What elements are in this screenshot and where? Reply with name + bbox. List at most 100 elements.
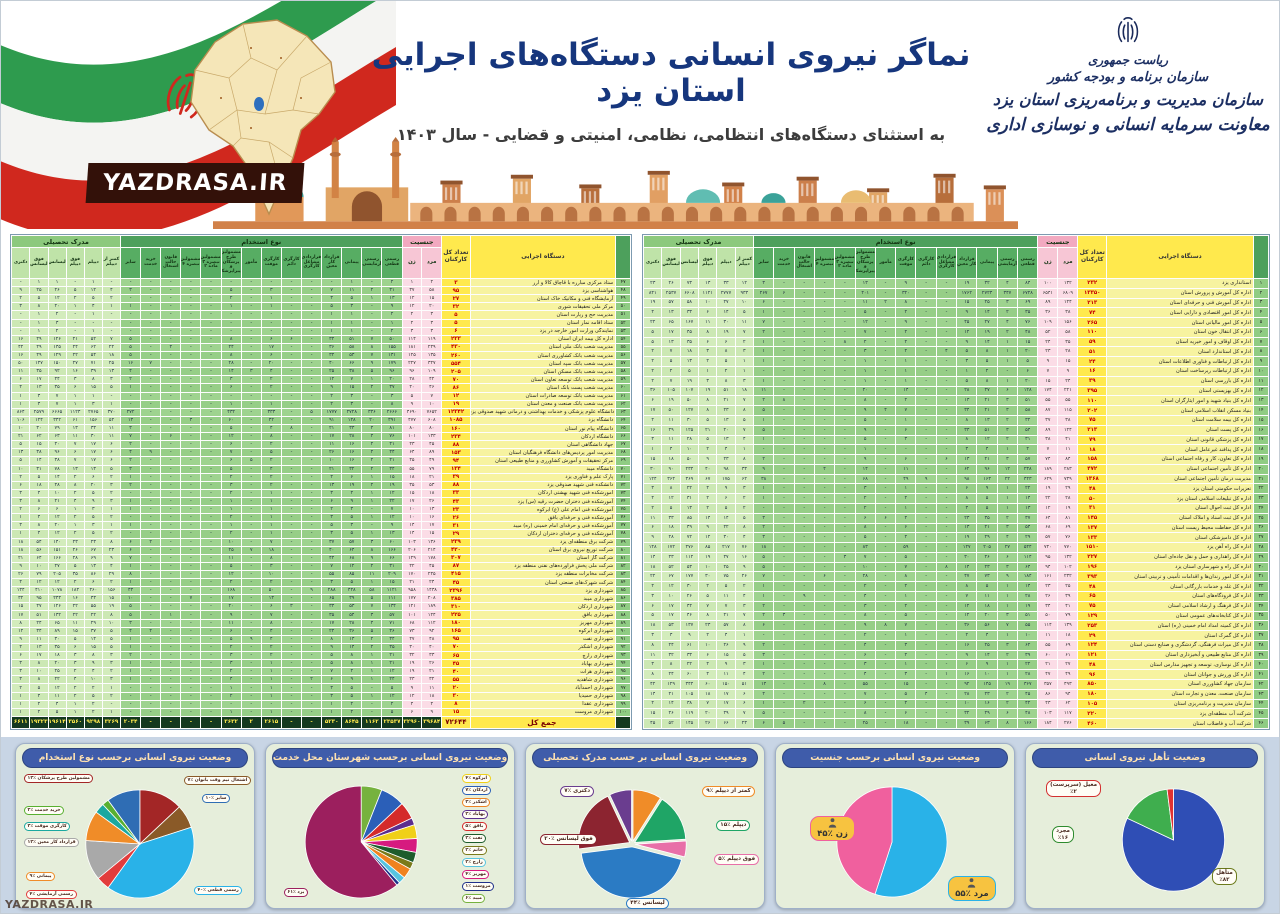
cell: - <box>915 620 937 632</box>
cell: ۵ <box>679 366 700 377</box>
agency-name: مدیریت شعب بانک صنعت و معدن استان <box>469 399 617 409</box>
cell: - <box>180 367 202 377</box>
cell: - <box>834 424 856 436</box>
cell: ۴ <box>10 383 31 393</box>
cell: ۳۳ <box>716 278 736 289</box>
cell: - <box>140 472 162 482</box>
cell: ۱۱ <box>734 317 754 328</box>
cell: - <box>220 318 242 328</box>
cell: ۲ <box>752 669 775 681</box>
cell: - <box>300 415 323 425</box>
agency-name: مدیریت شعب بانک ملی استان <box>469 342 617 352</box>
cell: - <box>300 448 323 458</box>
row-number: ۱۳ <box>1253 395 1269 407</box>
col-header: زن <box>401 247 423 279</box>
cell: - <box>813 532 836 544</box>
cell: ۳۲ <box>956 708 978 720</box>
cell: ۶ <box>101 440 122 450</box>
cell: - <box>180 294 202 304</box>
cell: ۲۴ <box>1037 336 1059 348</box>
cell: ۱۳ <box>976 414 998 426</box>
cell: ۳۵۶۰ <box>65 715 85 730</box>
cell: ۱ <box>120 667 142 677</box>
col-header: لیسانس <box>679 247 700 279</box>
cell: ۱ <box>10 707 31 717</box>
cell: ۵۰ <box>661 405 681 416</box>
cell: - <box>200 480 222 490</box>
cell: - <box>120 294 142 304</box>
row-number: ۸۲ <box>615 561 631 571</box>
cell: ۶ <box>65 448 85 458</box>
table-row: ۱ استانداری یزد ۲۳۲ ۱۳۲ ۱۰۰ ۸۴ ۴ ۳۲ ۱۹- -۹-۱۳- - - -… <box>642 278 1269 289</box>
chart-body: میبد ٪۶ اردکان ٪۷ بافق ٪۵ بهاباد ٪۲ ابرکوه ٪… <box>266 768 514 910</box>
table-row: ۱۲ اداره کل بهزیستی استان ۳۹۵ ۲۲۱ ۱۷۴ ۱۲۸ ۶ ۴۷ ۲… <box>642 385 1269 397</box>
cell: ۱۶ <box>976 698 998 710</box>
cell: - <box>300 480 323 490</box>
cell: ۵۲۳۰ <box>321 715 343 730</box>
cell: ۲۸۸ <box>321 586 343 596</box>
cell: ۶۰ <box>1037 649 1059 661</box>
cell: - <box>874 679 897 690</box>
table-row: ۵۸ مدیریت شعب بانک مسکن استان ۲۰۵ ۱۰۹ ۹۶ ۹۶ ۵ ۳… <box>10 367 631 377</box>
cell: ۳۴۴ <box>679 679 700 690</box>
cell: ۸۷ <box>1037 405 1059 416</box>
cell: ۱۲۴ <box>642 473 663 485</box>
cell: ۴ <box>65 496 85 507</box>
cell: ۱۲ <box>956 610 978 622</box>
cell: ۱۴ <box>716 307 736 319</box>
cell: ۱ <box>956 366 978 377</box>
cell: ۵۵ <box>1037 639 1059 651</box>
cell: ۷ <box>341 375 363 385</box>
cell: ۸ <box>935 561 958 573</box>
cell: ۲۵ <box>716 561 736 573</box>
cell: ۱۳ <box>65 464 85 474</box>
cell: ۱۰۶ <box>10 415 31 425</box>
col-header: دکتری <box>642 247 663 279</box>
cell: ۳ <box>341 505 363 515</box>
cell: - <box>280 480 303 490</box>
cell: - <box>793 679 815 690</box>
cell: ۲ <box>421 277 443 288</box>
cell: ۲۲ <box>83 610 103 620</box>
cell: ۲۰ <box>976 610 998 622</box>
cell: - <box>300 634 323 644</box>
table-row: ۳۱ اداره کل امور زندان‌ها و اقدامات تأمین… <box>642 571 1269 583</box>
cell: ۲۰۶ <box>401 545 423 555</box>
row-number: ۸۶ <box>615 594 631 604</box>
cell: - <box>874 317 897 328</box>
cell: ۱۰ <box>854 561 876 573</box>
cell: - <box>140 383 162 393</box>
cell: - <box>834 502 856 514</box>
cell: ۱ <box>895 414 917 426</box>
row-number: ۹۵ <box>615 667 631 677</box>
cell: - <box>140 391 162 401</box>
col-header: خرید خدمت <box>140 247 162 279</box>
cell: ۲ <box>120 456 142 466</box>
cell: ۶ <box>895 522 917 534</box>
cell: - <box>752 366 775 377</box>
col-header: سایر <box>120 247 142 279</box>
cell: ۳ <box>642 483 663 495</box>
cell: ۲۶ <box>734 571 754 583</box>
cell: - <box>140 586 162 596</box>
cell: ۲۳۸ <box>1017 463 1039 475</box>
cell: ۲۳ <box>1037 346 1059 358</box>
cell: ۳۴ <box>956 405 978 416</box>
cell: - <box>160 683 182 693</box>
cell: ۵ <box>661 356 681 368</box>
cell: ۱۸۹ <box>1037 463 1059 475</box>
cell: ۹ <box>220 610 242 620</box>
organization-block: ریاست جمهوری سازمان برنامه و بودجه کشور … <box>985 15 1271 135</box>
cell: ۸ <box>734 454 754 465</box>
cell: - <box>200 537 222 547</box>
cell: - <box>140 618 162 628</box>
cell: - <box>773 278 795 289</box>
cell: ۳ <box>10 675 31 685</box>
cell: - <box>915 405 937 416</box>
cell: - <box>180 626 202 636</box>
cell: ۳۹۱ <box>381 415 403 425</box>
col-header: مشمولین تبصره ۴ <box>180 247 202 279</box>
cell: ۲ <box>220 667 242 677</box>
col-header: رسمی قطعی <box>381 247 403 279</box>
cell: ۵۸ <box>421 286 443 296</box>
